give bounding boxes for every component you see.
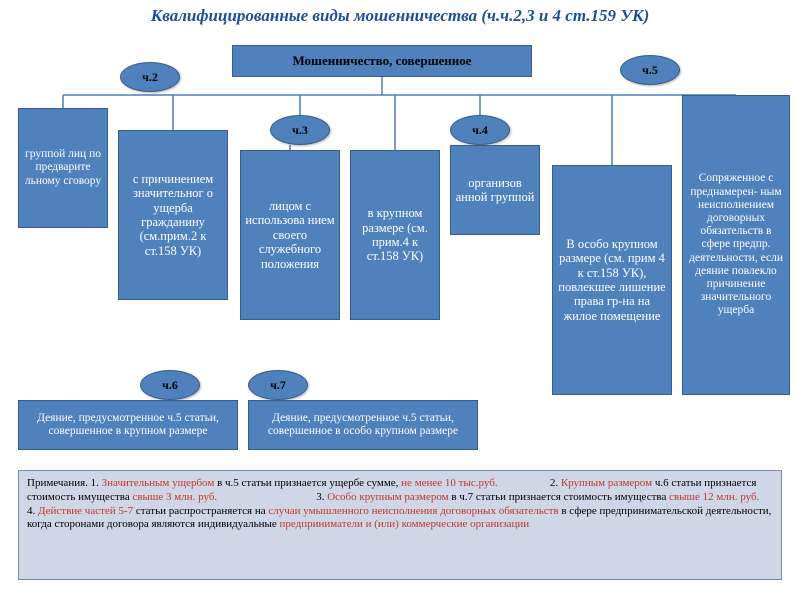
box-c6: Деяние, предусмотренное ч.5 статьи, сове… [18, 400, 238, 450]
box-krupn: в крупном размере (см. прим.4 к ст.158 У… [350, 150, 440, 320]
pill-ch4: ч.4 [450, 115, 510, 145]
box-sopr: Сопряженное с преднамерен- ным неисполне… [682, 95, 790, 395]
footnote: Примечания. 1. Значительным ущербом в ч.… [18, 470, 782, 580]
box-org: организов анной группой [450, 145, 540, 235]
header-box: Мошенничество, совершенное [232, 45, 532, 77]
pill-ch6: ч.6 [140, 370, 200, 400]
box-sluzh: лицом с использова нием своего служебног… [240, 150, 340, 320]
page-title: Квалифицированные виды мошенничества (ч.… [0, 6, 800, 26]
box-c7: Деяние, предусмотренное ч.5 статьи, сове… [248, 400, 478, 450]
pill-ch3: ч.3 [270, 115, 330, 145]
pill-ch7: ч.7 [248, 370, 308, 400]
box-osobo: В особо крупном размере (см. прим 4 к ст… [552, 165, 672, 395]
pill-ch2: ч.2 [120, 62, 180, 92]
box-group: группой лиц по предварите льному сговору [18, 108, 108, 228]
pill-ch5: ч.5 [620, 55, 680, 85]
box-znach: с причинением значительног о ущерба граж… [118, 130, 228, 300]
